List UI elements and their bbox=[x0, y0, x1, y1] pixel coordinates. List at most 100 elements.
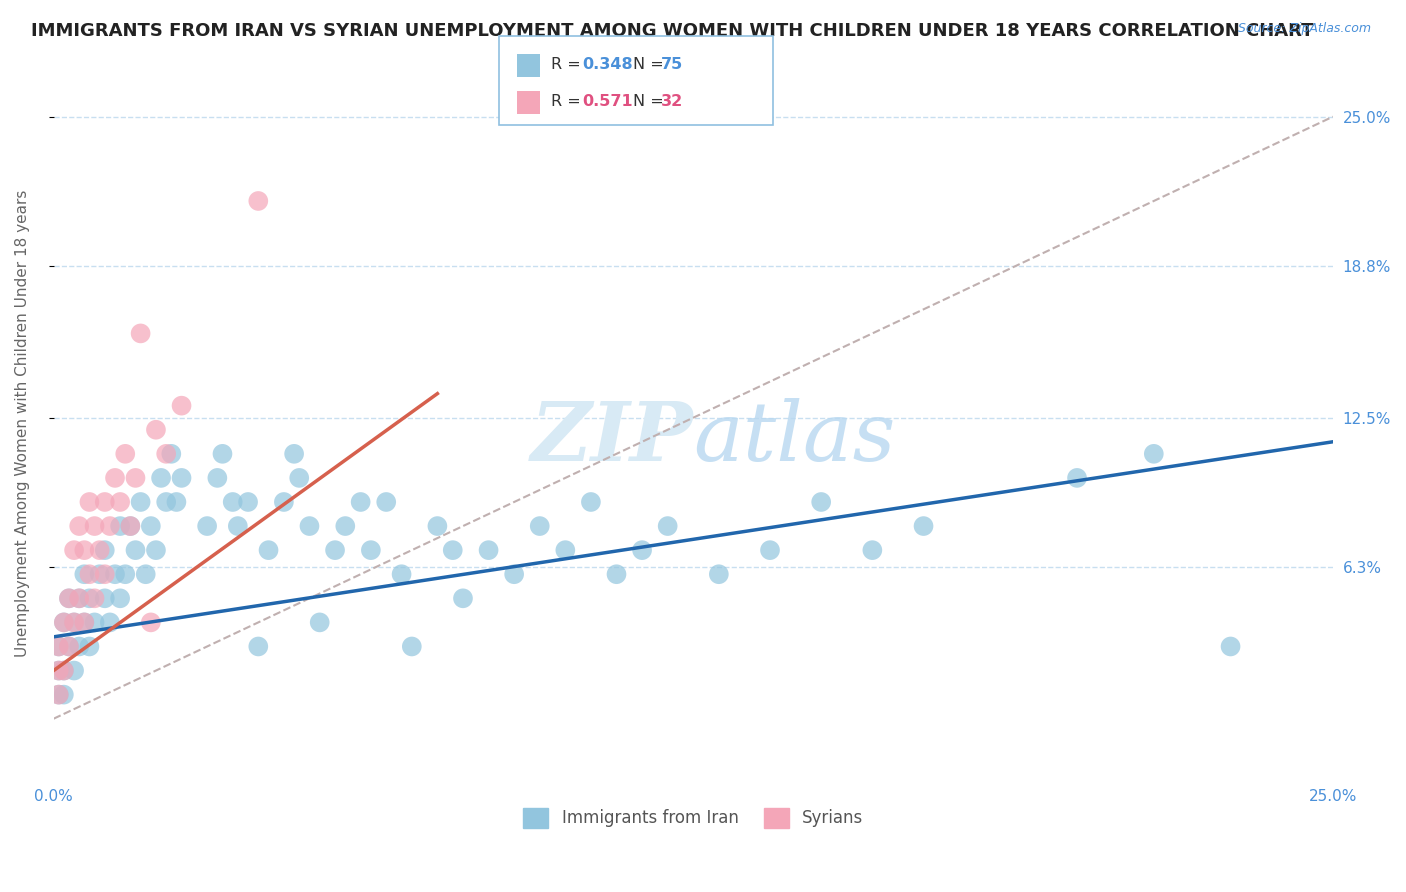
Point bbox=[48, 640, 70, 654]
Point bbox=[94, 543, 117, 558]
Point bbox=[195, 519, 218, 533]
Point bbox=[298, 519, 321, 533]
Point bbox=[579, 495, 602, 509]
Point bbox=[145, 423, 167, 437]
Text: N =: N = bbox=[633, 95, 669, 110]
Point bbox=[350, 495, 373, 509]
Point bbox=[165, 495, 187, 509]
Point bbox=[63, 664, 86, 678]
Point bbox=[124, 543, 146, 558]
Point bbox=[170, 399, 193, 413]
Text: IMMIGRANTS FROM IRAN VS SYRIAN UNEMPLOYMENT AMONG WOMEN WITH CHILDREN UNDER 18 Y: IMMIGRANTS FROM IRAN VS SYRIAN UNEMPLOYM… bbox=[31, 22, 1313, 40]
Point bbox=[120, 519, 142, 533]
Point bbox=[89, 567, 111, 582]
Point bbox=[391, 567, 413, 582]
Point bbox=[211, 447, 233, 461]
Point bbox=[139, 519, 162, 533]
Point bbox=[83, 519, 105, 533]
Point bbox=[73, 543, 96, 558]
Point bbox=[67, 591, 90, 606]
Point bbox=[145, 543, 167, 558]
Point bbox=[58, 640, 80, 654]
Point bbox=[124, 471, 146, 485]
Point bbox=[912, 519, 935, 533]
Point bbox=[401, 640, 423, 654]
Point bbox=[150, 471, 173, 485]
Point bbox=[273, 495, 295, 509]
Point bbox=[375, 495, 398, 509]
Point bbox=[860, 543, 883, 558]
Point bbox=[477, 543, 499, 558]
Point bbox=[58, 591, 80, 606]
Point bbox=[160, 447, 183, 461]
Point bbox=[83, 615, 105, 630]
Point bbox=[323, 543, 346, 558]
Point bbox=[226, 519, 249, 533]
Point bbox=[58, 640, 80, 654]
Point bbox=[48, 640, 70, 654]
Point bbox=[529, 519, 551, 533]
Text: atlas: atlas bbox=[693, 398, 896, 478]
Point bbox=[114, 567, 136, 582]
Point bbox=[554, 543, 576, 558]
Point bbox=[129, 326, 152, 341]
Point bbox=[58, 591, 80, 606]
Point bbox=[79, 591, 101, 606]
Point bbox=[257, 543, 280, 558]
Point bbox=[155, 447, 177, 461]
Legend: Immigrants from Iran, Syrians: Immigrants from Iran, Syrians bbox=[516, 801, 870, 835]
Point bbox=[63, 615, 86, 630]
Text: R =: R = bbox=[551, 57, 586, 72]
Point bbox=[48, 688, 70, 702]
Point bbox=[98, 519, 121, 533]
Point bbox=[104, 567, 127, 582]
Point bbox=[631, 543, 654, 558]
Point bbox=[247, 640, 270, 654]
Point bbox=[52, 664, 75, 678]
Point bbox=[1066, 471, 1088, 485]
Text: 32: 32 bbox=[661, 95, 683, 110]
Point bbox=[73, 615, 96, 630]
Point bbox=[426, 519, 449, 533]
Point bbox=[120, 519, 142, 533]
Point bbox=[108, 519, 131, 533]
Point bbox=[83, 591, 105, 606]
Point bbox=[657, 519, 679, 533]
Y-axis label: Unemployment Among Women with Children Under 18 years: Unemployment Among Women with Children U… bbox=[15, 190, 30, 657]
Point bbox=[308, 615, 330, 630]
Point bbox=[114, 447, 136, 461]
Text: R =: R = bbox=[551, 95, 586, 110]
Point bbox=[335, 519, 357, 533]
Point bbox=[89, 543, 111, 558]
Point bbox=[503, 567, 526, 582]
Point bbox=[79, 640, 101, 654]
Point bbox=[759, 543, 782, 558]
Point bbox=[79, 495, 101, 509]
Point bbox=[73, 567, 96, 582]
Point bbox=[79, 567, 101, 582]
Point bbox=[441, 543, 464, 558]
Text: 0.348: 0.348 bbox=[582, 57, 633, 72]
Point bbox=[207, 471, 229, 485]
Point bbox=[94, 591, 117, 606]
Point bbox=[73, 615, 96, 630]
Point bbox=[63, 615, 86, 630]
Point bbox=[288, 471, 311, 485]
Point bbox=[48, 664, 70, 678]
Point bbox=[48, 664, 70, 678]
Point bbox=[52, 688, 75, 702]
Point bbox=[707, 567, 730, 582]
Point bbox=[104, 471, 127, 485]
Point bbox=[236, 495, 259, 509]
Point bbox=[94, 567, 117, 582]
Point bbox=[67, 519, 90, 533]
Point bbox=[1143, 447, 1166, 461]
Text: N =: N = bbox=[633, 57, 669, 72]
Point bbox=[98, 615, 121, 630]
Point bbox=[360, 543, 382, 558]
Point bbox=[222, 495, 245, 509]
Point bbox=[135, 567, 157, 582]
Point bbox=[129, 495, 152, 509]
Point bbox=[810, 495, 832, 509]
Point bbox=[94, 495, 117, 509]
